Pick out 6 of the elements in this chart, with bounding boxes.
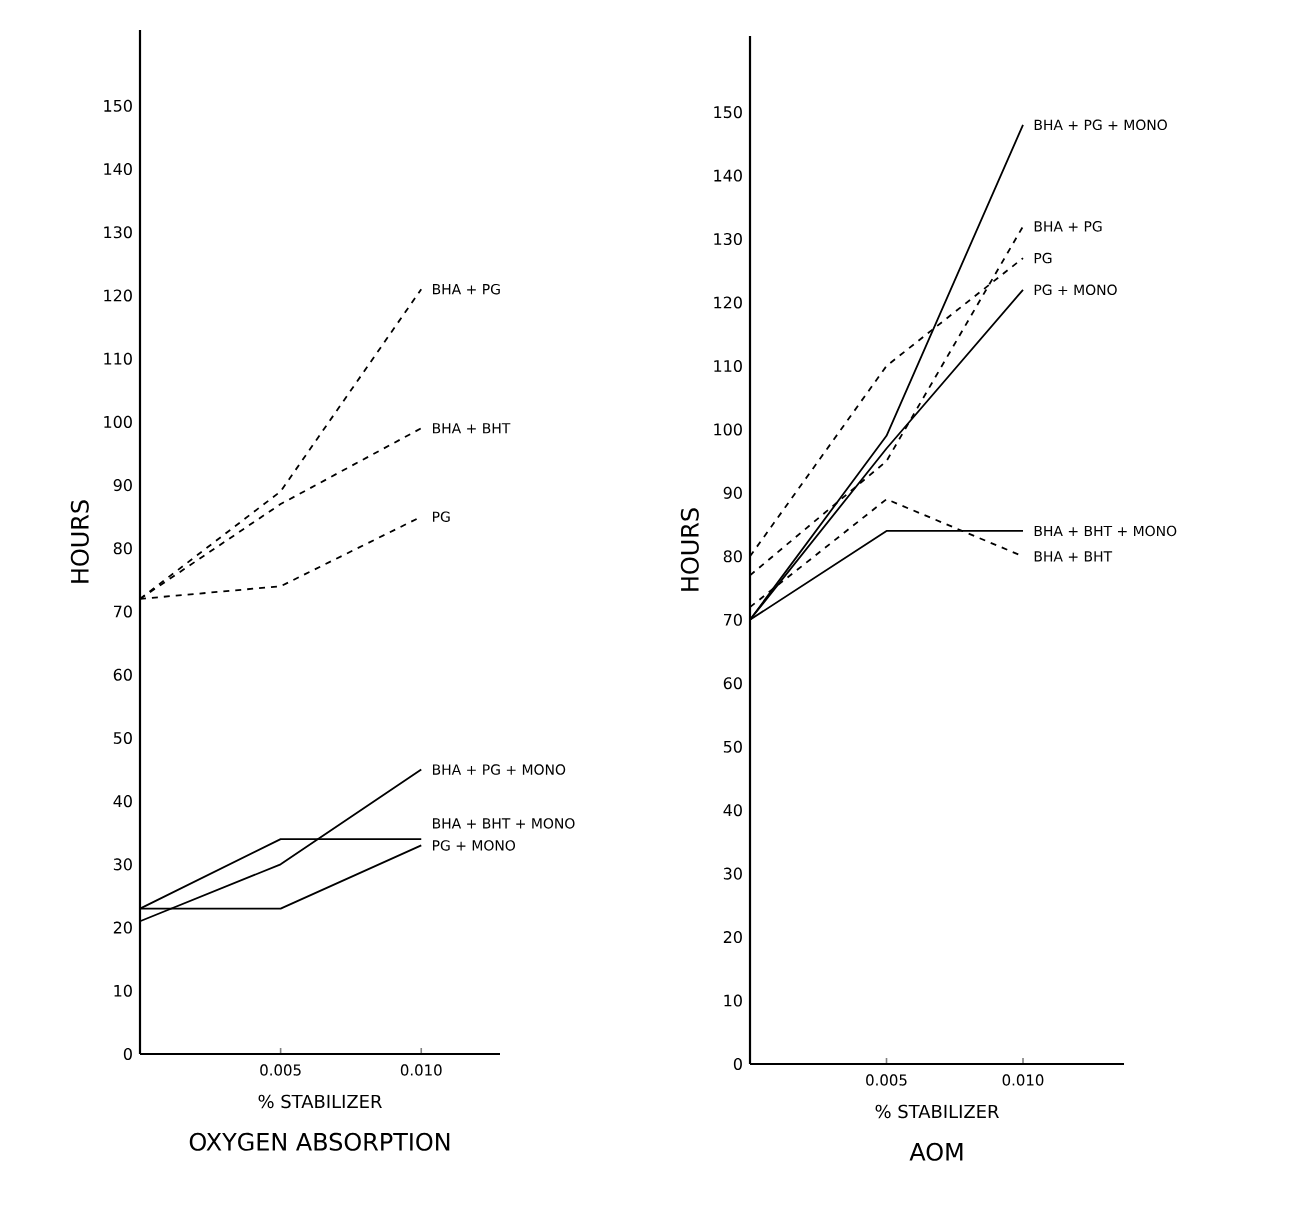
x-axis-title: % STABILIZER <box>258 1094 382 1109</box>
y-axis-title: HOURS <box>680 508 699 591</box>
text: OXYGEN ABSORPTION <box>189 1132 450 1151</box>
y-axis-title: HOURS <box>70 500 89 583</box>
x-axis-title: % STABILIZER <box>875 1104 999 1119</box>
text: AOM <box>909 1142 963 1161</box>
